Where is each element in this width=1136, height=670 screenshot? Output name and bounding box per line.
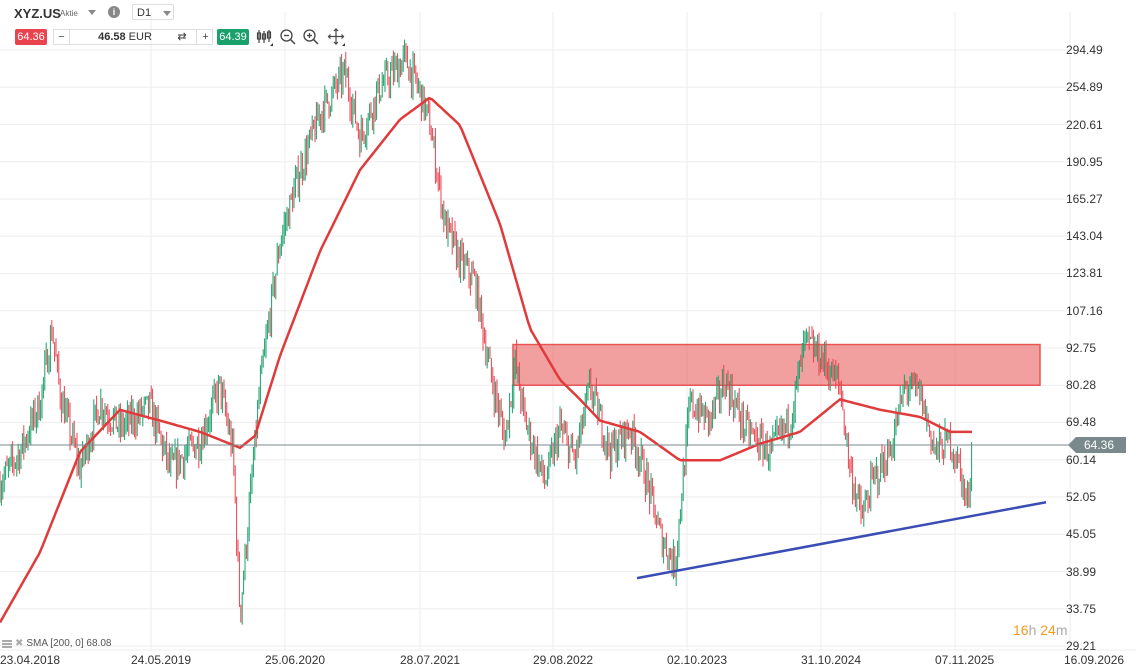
symbol-dropdown-caret-icon[interactable] [88,10,96,15]
indicator-label: SMA [200, 0] 68.08 [26,638,112,649]
time-axis-label: 29.08.2022 [533,653,594,667]
countdown-minutes: 24 [1040,622,1056,638]
swap-units-icon[interactable]: ⇄ [177,31,187,43]
sma-200-line[interactable] [0,96,972,624]
current-price-tag: 64.36 [1068,437,1126,453]
price-axis-label: 45.05 [1066,527,1097,542]
countdown-hours: 16 [1013,622,1029,638]
time-axis-label: 28.07.2021 [400,653,461,667]
price-axis-label: 69.48 [1066,415,1097,430]
time-axis-label: 25.06.2020 [265,653,326,667]
indicator-remove-icon[interactable]: ✖ [15,638,24,649]
time-axis-label: 24.05.2019 [131,653,192,667]
resistance-zone[interactable] [512,343,1041,386]
info-icon[interactable]: i [108,6,120,18]
decrease-quantity-button[interactable]: − [54,30,70,44]
time-axis-label: 23.04.2018 [0,653,61,667]
price-axis-label: 294.49 [1066,43,1103,57]
price-axis-label: 60.14 [1066,452,1097,467]
time-axis-label: 31.10.2024 [801,653,862,667]
timeframe-value: D1 [137,7,152,19]
zoom-out-icon[interactable] [279,28,297,46]
sell-price-button[interactable]: 64.36 [15,29,47,45]
time-axis-label: 16.09.2026 [1064,653,1125,667]
chart-grid [0,12,1136,651]
price-axis-label: 33.75 [1066,601,1097,616]
price-axis-label: 220.61 [1066,117,1103,132]
indicator-legend: ✖ SMA [200, 0] 68.08 [2,638,111,649]
price-axis-label: 52.05 [1066,489,1097,504]
price-axis-label: 29.21 [1066,639,1097,653]
quantity-value: 46.58 [98,31,126,43]
symbol-type: Aktie [60,9,78,18]
price-axis-label: 190.95 [1066,154,1103,169]
quantity-currency: EUR [128,31,152,43]
crosshair-move-icon[interactable] [327,28,345,46]
price-axis-label: 38.99 [1066,564,1097,579]
price-axis-label: 80.28 [1066,378,1097,393]
timeframe-select[interactable]: D1 [132,4,174,20]
time-axis-label: 02.10.2023 [667,653,728,667]
chevron-down-icon [163,11,171,16]
price-axis-label: 123.81 [1066,266,1103,281]
candlesticks [0,39,973,625]
quantity-input[interactable]: 46.58 EUR [70,30,180,44]
symbol-name[interactable]: XYZ.US [14,6,61,21]
price-axis-label: 143.04 [1066,229,1103,244]
indicator-settings-icon[interactable] [2,639,12,648]
price-axis-label: 92.75 [1066,340,1097,355]
countdown-minutes-unit: m [1055,622,1068,638]
candle-countdown: 16h 24m [1013,622,1068,638]
price-axis-label: 165.27 [1066,191,1103,206]
countdown-hours-unit: h [1028,622,1037,638]
zoom-in-icon[interactable] [302,28,320,46]
support-trendline[interactable] [636,501,1047,580]
increase-quantity-button[interactable]: + [196,30,214,44]
quantity-stepper[interactable]: − 46.58 EUR ⇄ + [53,29,213,45]
chart-type-icon[interactable] [255,28,273,46]
time-axis-label: 07.11.2025 [935,653,995,667]
price-axis-label: 107.16 [1066,303,1103,318]
price-axis-label: 254.89 [1066,80,1103,95]
buy-price-button[interactable]: 64.39 [217,29,249,45]
